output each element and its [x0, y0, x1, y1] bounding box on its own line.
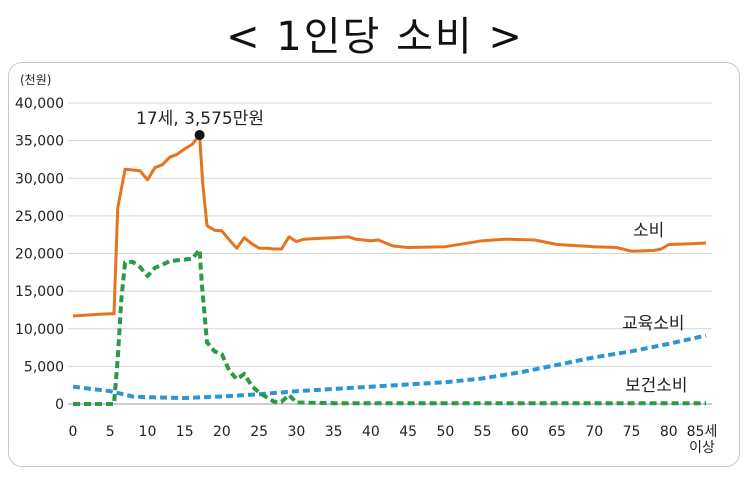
y-tick-label: 20,000 [15, 247, 64, 263]
x-tick-label: 5 [106, 424, 115, 440]
peak-marker [194, 129, 205, 140]
y-tick-label: 5,000 [24, 359, 64, 375]
series-lines [72, 133, 707, 406]
y-axis-ticks: 0 5,000 10,000 15,000 20,000 25,000 30,000 35,0… [15, 96, 64, 413]
x-tick-label: 60 [511, 424, 529, 440]
y-axis-unit: (천원) [20, 72, 51, 87]
x-tick-label: 50 [436, 424, 454, 440]
y-tick-label: 25,000 [15, 209, 64, 225]
x-tick-label: 25 [250, 424, 268, 440]
x-tick-label-last: 85세 [687, 424, 718, 440]
series-label: 소비 [633, 221, 664, 241]
x-tick-label: 10 [139, 424, 157, 440]
x-tick-label: 30 [287, 424, 305, 440]
series-label: 교육소비 [622, 314, 685, 334]
series-line [72, 333, 707, 400]
gridlines [68, 102, 712, 405]
chart-title: < 1인당 소비 > [226, 14, 524, 60]
y-tick-label: 0 [55, 397, 64, 413]
series-label: 보건소비 [625, 376, 688, 396]
x-tick-label: 45 [399, 424, 417, 440]
chart-frame [8, 62, 740, 467]
y-tick-label: 30,000 [15, 171, 64, 187]
x-tick-label: 15 [176, 424, 194, 440]
peak-annotation: 17세, 3,575만원 [136, 109, 264, 129]
x-tick-label: 75 [623, 424, 641, 440]
y-tick-label: 40,000 [15, 96, 64, 112]
series-line [72, 133, 707, 318]
y-tick-label: 10,000 [15, 322, 64, 338]
x-tick-label: 20 [213, 424, 231, 440]
x-tick-label: 65 [548, 424, 566, 440]
x-tick-label: 0 [69, 424, 78, 440]
y-tick-label: 35,000 [15, 134, 64, 150]
y-tick-label: 15,000 [15, 284, 64, 300]
x-tick-label-last: 이상 [689, 440, 715, 456]
x-tick-label: 35 [325, 424, 343, 440]
series-line [73, 247, 706, 406]
x-tick-label: 40 [362, 424, 380, 440]
x-tick-label: 80 [660, 424, 678, 440]
x-tick-label: 70 [585, 424, 603, 440]
x-tick-label: 55 [474, 424, 492, 440]
